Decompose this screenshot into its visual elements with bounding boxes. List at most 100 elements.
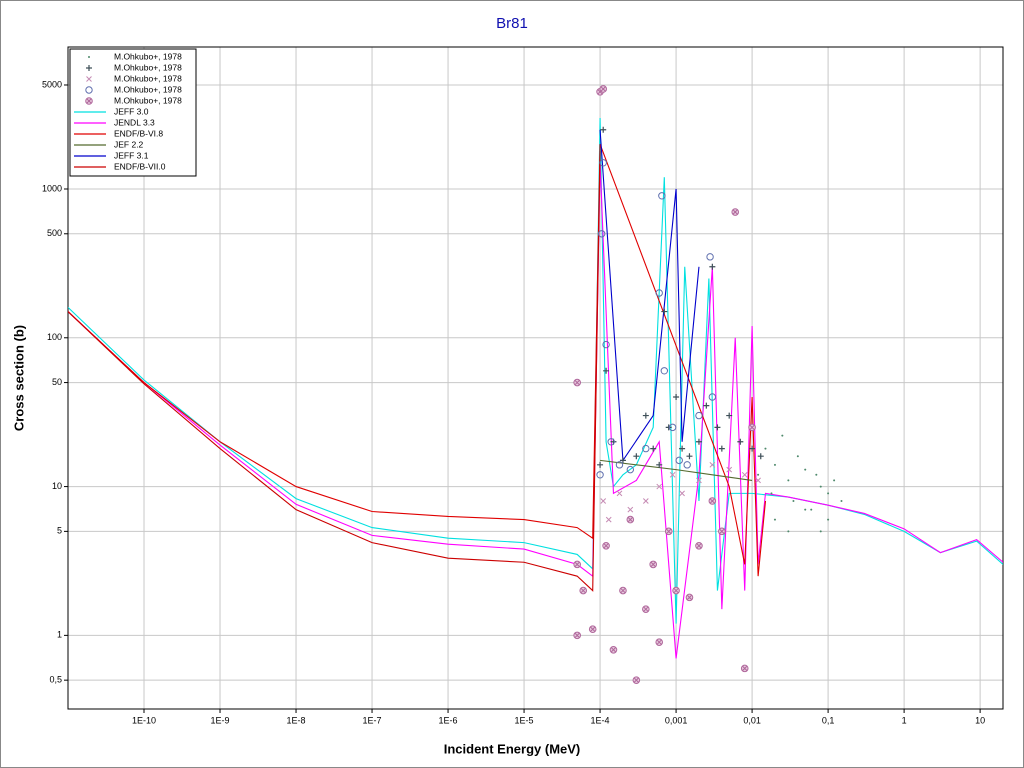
- point: [685, 593, 694, 602]
- point: [709, 461, 716, 468]
- point: [655, 638, 664, 646]
- point: [600, 498, 607, 504]
- y-tick-label: 1000: [42, 183, 62, 193]
- point: [660, 367, 669, 375]
- point: [597, 461, 604, 468]
- point: [602, 340, 610, 349]
- point: [602, 542, 610, 550]
- x-tick-label: 1E-10: [132, 715, 156, 725]
- plot: [68, 85, 1003, 684]
- point: [696, 477, 702, 484]
- point: [773, 518, 776, 521]
- point: [596, 471, 604, 479]
- point: [731, 208, 740, 216]
- point: [796, 455, 799, 458]
- point: [656, 483, 663, 490]
- y-axis-label: Cross section (b): [11, 325, 26, 431]
- point: [683, 461, 691, 469]
- point: [781, 434, 784, 437]
- legend-marker: [86, 65, 92, 71]
- point: [792, 499, 795, 502]
- point: [599, 85, 608, 93]
- point: [840, 499, 843, 502]
- point: [600, 126, 607, 133]
- point: [741, 471, 748, 478]
- point: [695, 542, 703, 550]
- legend-label: JEF 2.2: [114, 139, 144, 149]
- point: [755, 477, 761, 484]
- point: [669, 471, 676, 478]
- point: [718, 445, 725, 452]
- point: [679, 445, 686, 452]
- point: [757, 453, 764, 460]
- point: [573, 631, 581, 640]
- x-tick-label: 1E-9: [211, 715, 230, 725]
- point: [833, 479, 836, 482]
- point: [597, 230, 606, 238]
- point: [619, 586, 627, 595]
- x-axis-label: Incident Energy (MeV): [444, 741, 581, 756]
- point: [708, 393, 717, 401]
- point: [605, 516, 612, 523]
- point: [708, 497, 717, 505]
- line: [68, 162, 1003, 659]
- x-tick-label: 1: [902, 715, 907, 725]
- point: [579, 586, 588, 595]
- point: [827, 492, 830, 495]
- point: [668, 423, 677, 432]
- point: [573, 378, 581, 387]
- point: [804, 508, 807, 511]
- legend-label: JEFF 3.0: [114, 106, 149, 116]
- legend-label: ENDF/B-VI.8: [114, 128, 163, 138]
- x-tick-label: 1E-6: [439, 715, 458, 725]
- point: [718, 527, 726, 536]
- point: [695, 438, 702, 445]
- point: [609, 646, 618, 654]
- point: [703, 402, 710, 409]
- point: [804, 468, 807, 471]
- point: [649, 560, 657, 569]
- point: [661, 308, 668, 315]
- point: [675, 456, 683, 465]
- x-tick-label: 1E-8: [287, 715, 306, 725]
- y-tick-label: 100: [47, 332, 62, 342]
- point: [627, 506, 634, 513]
- point: [726, 412, 733, 419]
- y-tick-label: 500: [47, 228, 62, 238]
- point: [787, 530, 790, 533]
- x-tick-label: 1E-5: [515, 715, 534, 725]
- legend-marker: [85, 97, 93, 105]
- legend-label: M.Ohkubo+, 1978: [114, 62, 182, 72]
- line: [600, 459, 753, 481]
- point: [633, 453, 640, 460]
- point: [603, 367, 610, 374]
- point: [749, 445, 756, 452]
- plot-area: [67, 46, 1004, 710]
- x-tick-label: 1E-7: [363, 715, 382, 725]
- chart-title: Br81: [496, 15, 528, 32]
- point: [709, 263, 716, 270]
- point: [626, 515, 635, 524]
- legend-label: M.Ohkubo+, 1978: [114, 84, 182, 94]
- point: [686, 453, 693, 460]
- y-tick-label: 1: [57, 630, 62, 640]
- point: [619, 457, 626, 464]
- point: [642, 498, 649, 504]
- point: [714, 424, 721, 431]
- y-tick-label: 5000: [42, 79, 62, 89]
- point: [656, 461, 663, 468]
- point: [664, 527, 673, 536]
- point: [810, 508, 813, 511]
- x-tick-label: 1E-4: [591, 715, 610, 725]
- point: [706, 253, 714, 261]
- legend-label: ENDF/B-VII.0: [114, 161, 166, 171]
- point: [632, 676, 641, 684]
- point: [740, 664, 749, 673]
- point: [588, 625, 597, 633]
- legend-marker: [86, 76, 92, 82]
- legend-label: JENDL 3.3: [114, 117, 155, 127]
- point: [757, 473, 760, 476]
- point: [650, 445, 657, 452]
